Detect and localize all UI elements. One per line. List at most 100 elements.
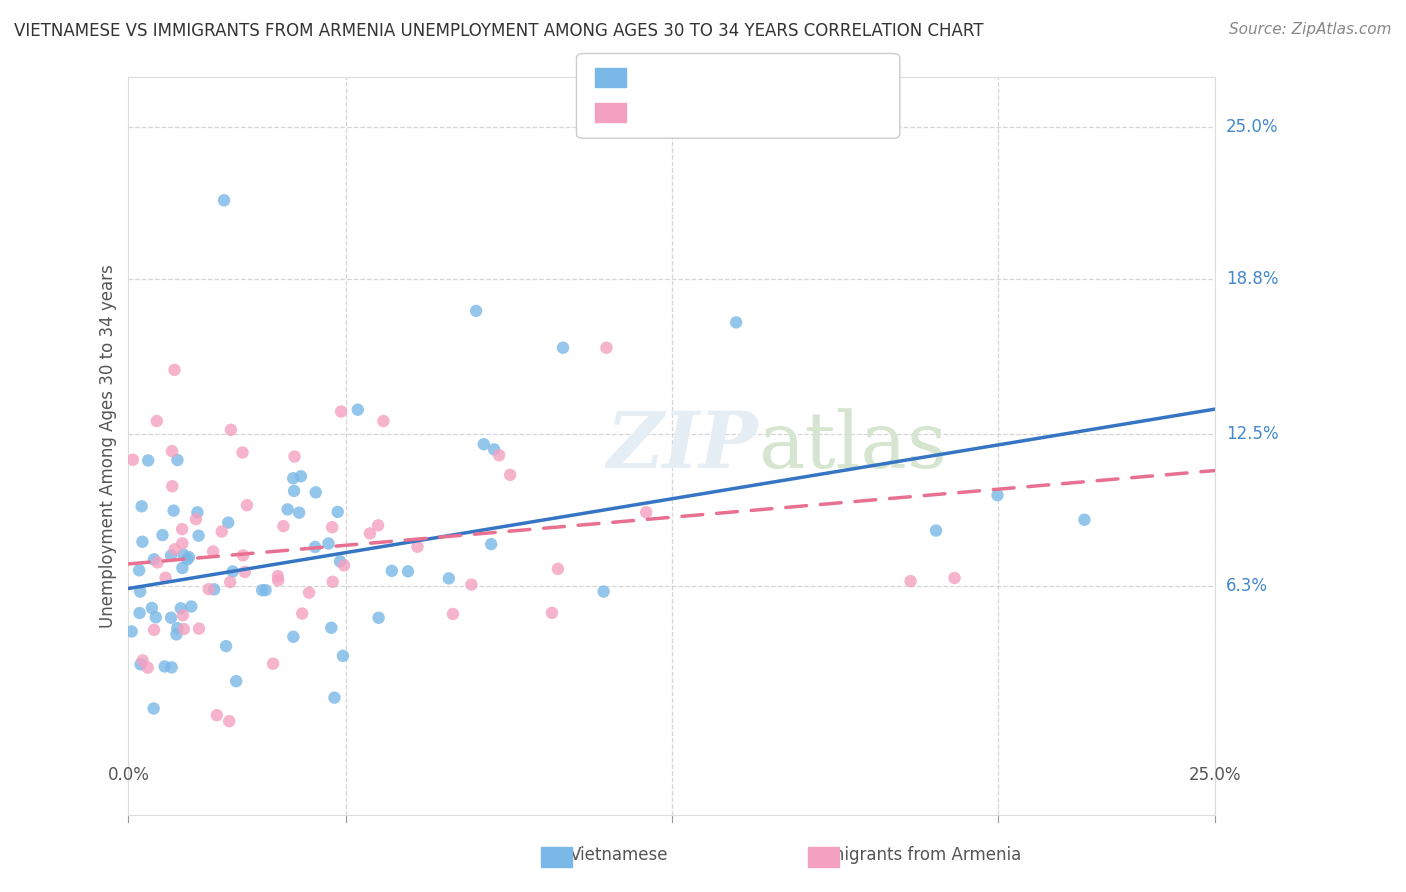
Point [321,621,343,635]
Point [321,520,343,534]
Point [160,549,183,563]
Point [479,537,502,551]
Text: R = 0.309: R = 0.309 [634,69,733,87]
Point [197,582,219,596]
Point [187,529,209,543]
Point [202,582,225,597]
Point [145,414,167,428]
Point [155,571,177,585]
Point [236,498,259,512]
Point [160,660,183,674]
Point [131,500,153,514]
Point [136,660,159,674]
Point [943,571,966,585]
Text: 18.8%: 18.8% [1226,270,1278,288]
Point [176,552,198,566]
Point [499,467,522,482]
Point [329,554,352,568]
Point [437,571,460,585]
Point [218,714,240,729]
Text: Source: ZipAtlas.com: Source: ZipAtlas.com [1229,22,1392,37]
Point [322,574,344,589]
Point [121,452,143,467]
Point [250,583,273,598]
Point [219,423,242,437]
Point [180,599,202,614]
Point [145,610,167,624]
Point [254,583,277,598]
Point [298,585,321,599]
Point [305,485,328,500]
Point [177,550,200,565]
Point [330,404,353,418]
Point [172,536,194,550]
Text: R = 0.222: R = 0.222 [634,103,733,121]
Point [326,505,349,519]
Point [262,657,284,671]
Point [170,601,193,615]
Point [172,561,194,575]
Point [636,505,658,519]
Point [551,341,574,355]
Point [283,471,305,485]
Point [441,607,464,621]
Point [541,606,564,620]
Point [165,627,187,641]
Point [205,708,228,723]
Point [212,194,235,208]
Point [323,690,346,705]
Point [267,569,290,583]
Text: 0.0%: 0.0% [107,766,149,784]
Point [219,575,242,590]
Point [592,584,614,599]
Point [231,445,253,459]
Point [215,639,238,653]
Point [129,584,152,599]
Point [143,623,166,637]
Point [277,502,299,516]
Point [202,544,225,558]
Point [121,624,143,639]
Text: Vietnamese: Vietnamese [569,846,668,863]
Y-axis label: Unemployment Among Ages 30 to 34 years: Unemployment Among Ages 30 to 34 years [100,264,117,628]
Point [141,601,163,615]
Point [465,303,488,318]
Point [283,483,305,498]
Point [172,522,194,536]
Text: Immigrants from Armenia: Immigrants from Armenia [807,846,1021,863]
Point [291,607,314,621]
Point [184,512,207,526]
Text: ZIP: ZIP [607,408,758,484]
Point [173,622,195,636]
Point [166,621,188,635]
Point [163,363,186,377]
Text: atlas: atlas [758,409,948,483]
Point [472,437,495,451]
Point [162,479,184,493]
Point [367,518,389,533]
Point [288,506,311,520]
Point [267,574,290,588]
Point [346,402,368,417]
Point [131,534,153,549]
Point [217,516,239,530]
Point [172,608,194,623]
Point [128,606,150,620]
Text: VIETNAMESE VS IMMIGRANTS FROM ARMENIA UNEMPLOYMENT AMONG AGES 30 TO 34 YEARS COR: VIETNAMESE VS IMMIGRANTS FROM ARMENIA UN… [14,22,984,40]
Point [162,503,184,517]
Point [186,505,208,519]
Point [187,622,209,636]
Text: 25.0%: 25.0% [1226,118,1278,136]
Point [1073,513,1095,527]
Point [211,524,233,539]
Text: N = 66: N = 66 [773,69,841,87]
Point [359,526,381,541]
Point [925,524,948,538]
Point [488,448,510,462]
Point [152,528,174,542]
Point [222,565,245,579]
Point [232,549,254,563]
Point [146,556,169,570]
Point [304,540,326,554]
Point [166,453,188,467]
